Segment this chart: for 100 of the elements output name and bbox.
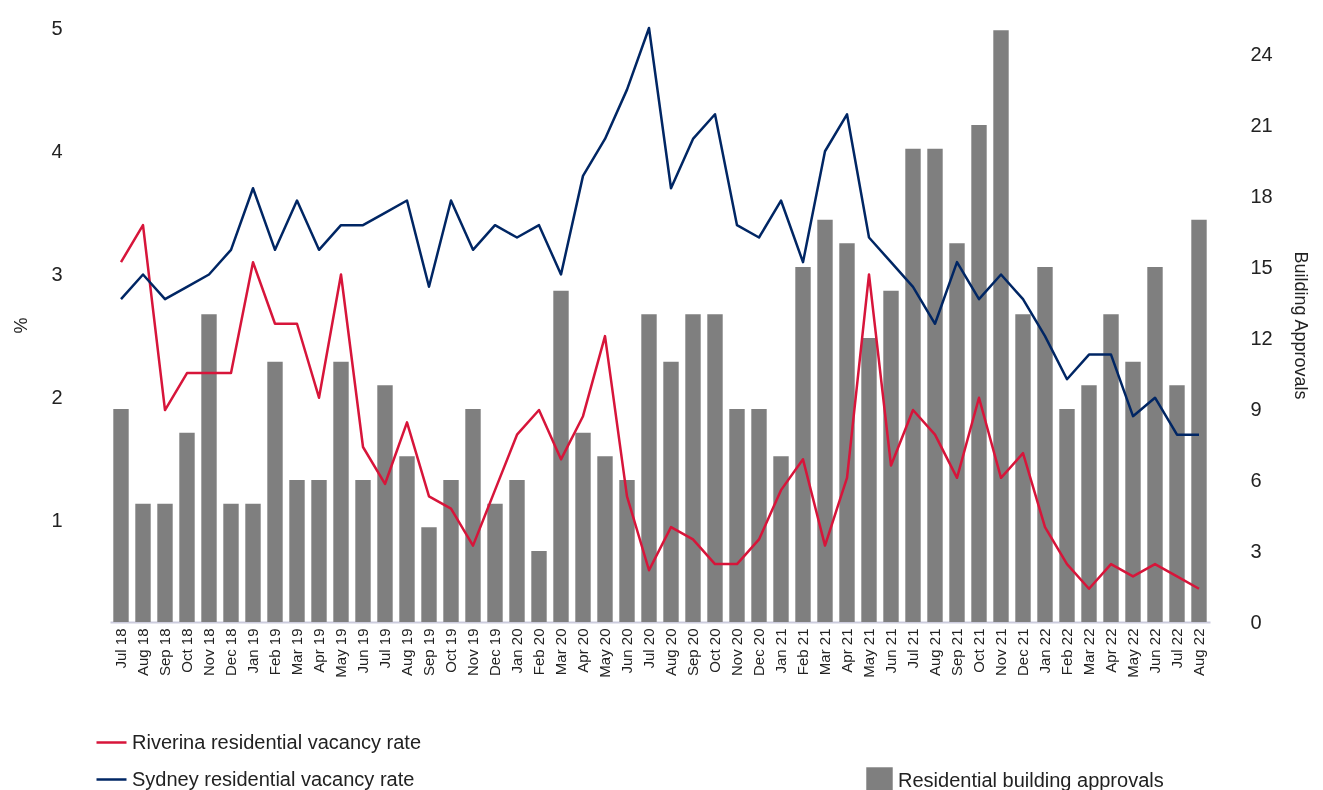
y2-tick-label: 21: [1250, 113, 1273, 136]
bar: [905, 148, 921, 622]
x-tick-label: Jul 21: [904, 628, 921, 669]
x-tick-label: Nov 20: [728, 628, 745, 677]
x-tick-label: Oct 19: [442, 628, 459, 673]
bar: [927, 148, 943, 622]
y2-tick-label: 9: [1250, 397, 1262, 420]
y2-axis-title: Building Approvals: [1290, 251, 1311, 400]
x-tick-label: Mar 21: [816, 628, 833, 676]
bar: [817, 219, 833, 622]
bar: [267, 361, 283, 622]
bar: [729, 409, 745, 622]
y2-tick-label: 0: [1250, 610, 1262, 633]
y2-tick-label: 15: [1250, 255, 1273, 278]
bar: [201, 314, 217, 622]
x-tick-label: Jun 19: [354, 628, 371, 674]
bar: [773, 456, 789, 622]
y-axis-title: %: [11, 317, 32, 334]
x-tick-label: Dec 20: [750, 628, 767, 677]
x-tick-label: Sep 18: [156, 628, 173, 677]
bar: [289, 480, 305, 622]
bar: [1037, 267, 1053, 622]
x-tick-label: Oct 18: [178, 628, 195, 673]
bar: [1103, 314, 1119, 622]
bar: [949, 243, 965, 622]
bar: [641, 314, 657, 622]
x-tick-label: Sep 21: [948, 628, 965, 677]
y-tick-label: 5: [51, 16, 63, 39]
x-tick-label: Jul 20: [640, 628, 657, 669]
x-tick-label: Aug 19: [398, 628, 415, 677]
x-tick-label: Dec 18: [222, 628, 239, 677]
y-tick-label: 3: [51, 262, 63, 285]
y-tick-label: 1: [51, 509, 63, 532]
y-tick-label: 4: [51, 139, 63, 162]
x-tick-label: Aug 22: [1190, 628, 1207, 677]
bar: [399, 456, 415, 622]
x-tick-label: Jun 22: [1146, 628, 1163, 674]
bar: [597, 456, 613, 622]
x-tick-label: Oct 20: [706, 628, 723, 673]
x-tick-label: Feb 22: [1058, 628, 1075, 676]
bar: [663, 361, 679, 622]
line-series: [119, 223, 1201, 590]
y2-tick-label: 24: [1250, 42, 1273, 65]
bar: [1191, 219, 1207, 622]
x-tick-label: Apr 20: [574, 628, 591, 673]
x-tick-label: Apr 19: [310, 628, 327, 673]
bar: [839, 243, 855, 622]
bar: [1147, 267, 1163, 622]
x-tick-label: Dec 19: [486, 628, 503, 677]
bar: [377, 385, 393, 622]
bar: [443, 480, 459, 622]
x-tick-label: Nov 18: [200, 628, 217, 677]
bar: [553, 290, 569, 622]
x-tick-label: Jan 20: [508, 628, 525, 674]
x-tick-label: Sep 20: [684, 628, 701, 677]
bar: [795, 267, 811, 622]
x-tick-label: Nov 21: [992, 628, 1009, 677]
x-tick-label: Mar 20: [552, 628, 569, 676]
x-tick-label: Jun 21: [882, 628, 899, 674]
bar: [575, 432, 591, 622]
bar: [685, 314, 701, 622]
bar: [1125, 361, 1141, 622]
legend-label: Riverina residential vacancy rate: [132, 730, 422, 753]
x-tick-label: Mar 19: [288, 628, 305, 676]
bar: [971, 125, 987, 622]
y2-tick-label: 3: [1250, 539, 1262, 562]
bar: [1081, 385, 1097, 622]
x-tick-label: Jul 18: [112, 628, 129, 669]
x-tick-label: Aug 18: [134, 628, 151, 677]
bar: [223, 503, 239, 622]
legend-label: Residential building approvals: [898, 768, 1164, 790]
bar: [135, 503, 151, 622]
y-tick-label: 2: [51, 386, 63, 409]
x-tick-label: Jul 19: [376, 628, 393, 669]
legend-label: Sydney residential vacancy rate: [132, 767, 415, 790]
bar: [157, 503, 173, 622]
bar: [1059, 409, 1075, 622]
x-tick-label: Feb 19: [266, 628, 283, 676]
bar: [355, 480, 371, 622]
bar: [1015, 314, 1031, 622]
y2-tick-label: 18: [1250, 184, 1273, 207]
bar: [861, 338, 877, 622]
bar: [487, 503, 503, 622]
x-tick-label: Nov 19: [464, 628, 481, 677]
bar: [883, 290, 899, 622]
x-tick-label: Dec 21: [1014, 628, 1031, 677]
x-tick-label: Aug 21: [926, 628, 943, 677]
bar: [751, 409, 767, 622]
bar: [1169, 385, 1185, 622]
x-tick-label: Jul 22: [1168, 628, 1185, 669]
bar: [311, 480, 327, 622]
bar: [179, 432, 195, 622]
y2-tick-label: 6: [1250, 468, 1262, 491]
x-tick-label: Sep 19: [420, 628, 437, 677]
bar: [707, 314, 723, 622]
x-tick-label: Jun 20: [618, 628, 635, 674]
x-tick-label: Oct 21: [970, 628, 987, 673]
x-tick-label: Aug 20: [662, 628, 679, 677]
x-tick-label: Mar 22: [1080, 628, 1097, 676]
x-tick-label: Apr 21: [838, 628, 855, 673]
